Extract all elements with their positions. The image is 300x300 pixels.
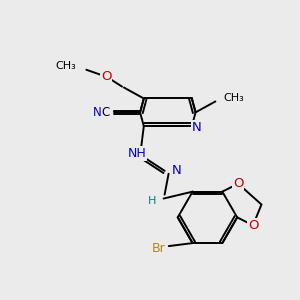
Text: O: O bbox=[248, 219, 258, 232]
Text: C: C bbox=[101, 106, 110, 119]
Text: Br: Br bbox=[152, 242, 166, 255]
Text: N: N bbox=[192, 121, 202, 134]
Text: N: N bbox=[172, 164, 181, 177]
Text: CH₃: CH₃ bbox=[56, 61, 76, 71]
Text: N: N bbox=[93, 106, 101, 119]
Text: NH: NH bbox=[128, 148, 146, 160]
Text: CH₃: CH₃ bbox=[223, 94, 244, 103]
Text: O: O bbox=[101, 70, 111, 83]
Text: H: H bbox=[148, 196, 156, 206]
Text: O: O bbox=[233, 177, 243, 190]
